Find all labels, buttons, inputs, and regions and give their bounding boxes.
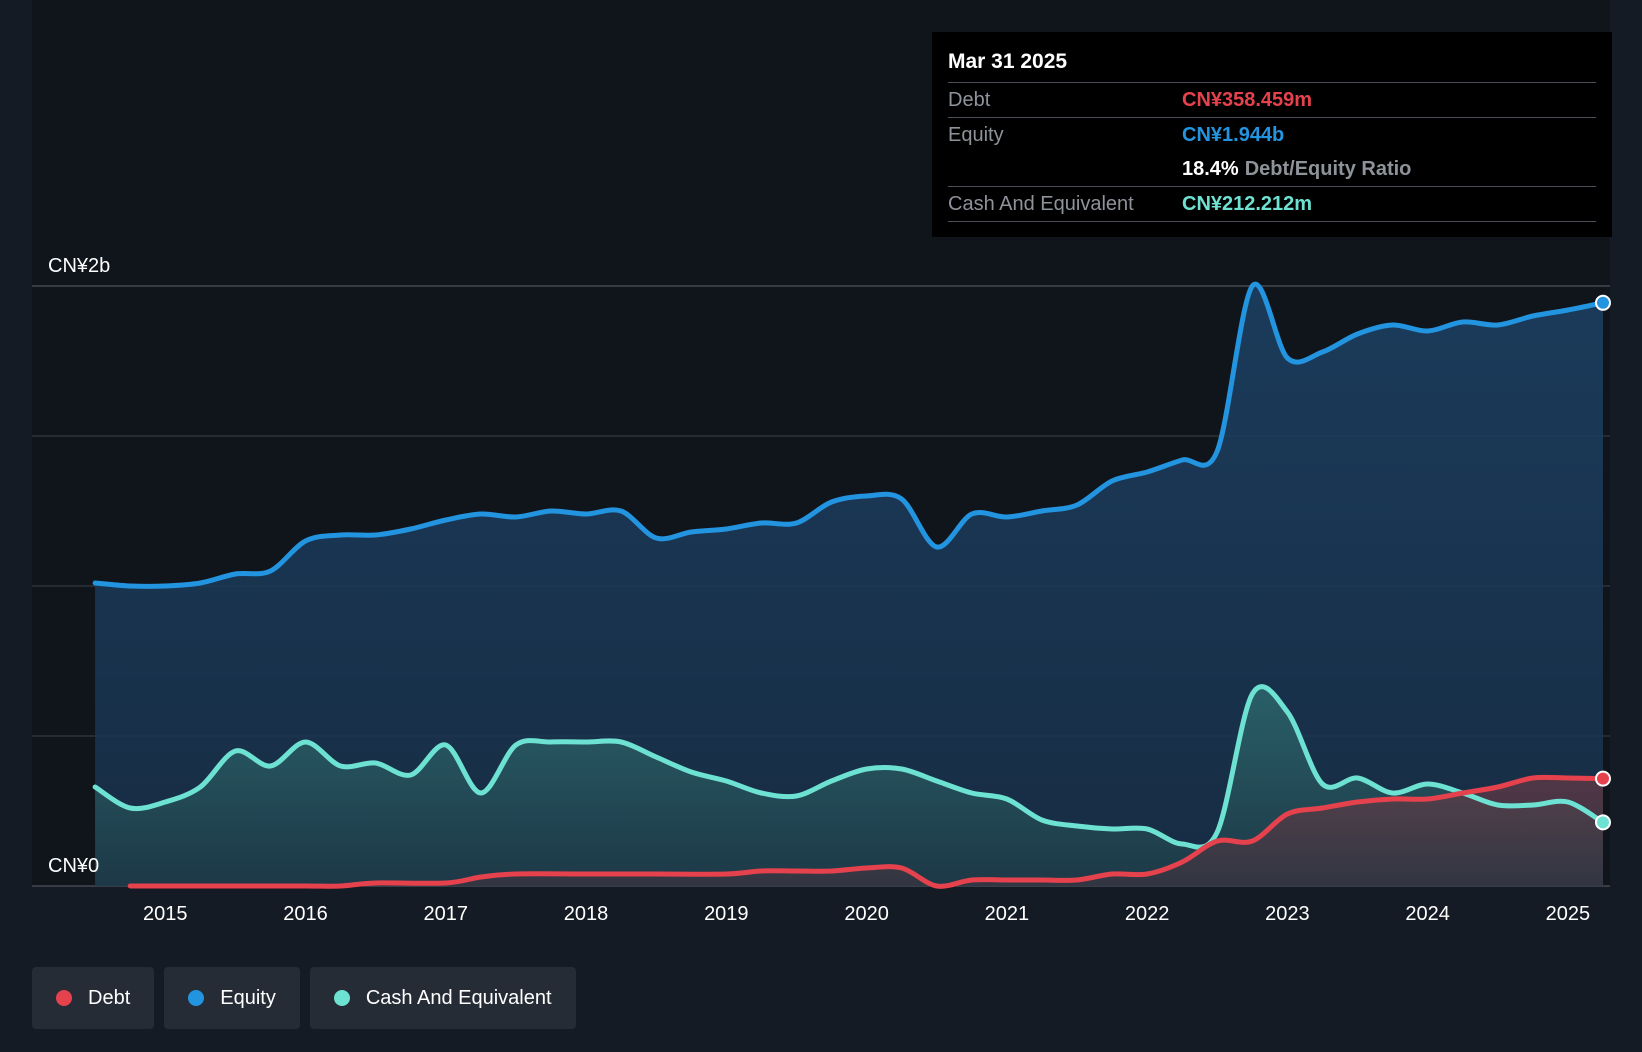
y-axis-labels: CN¥2b CN¥0 (48, 255, 110, 877)
tooltip-ratio-row: 18.4% Debt/Equity Ratio (948, 152, 1596, 187)
legend-label-debt: Debt (88, 986, 131, 1009)
tooltip-cash-label: Cash And Equivalent (948, 192, 1134, 215)
series-lines (92, 281, 1606, 889)
x-axis-labels: 2015 2016 2017 2018 2019 2020 2021 2022 2023 2024… (143, 903, 1590, 925)
cash-area (95, 686, 1603, 886)
x-tick-label: 2019 (704, 903, 749, 925)
tooltip-ratio-value: 18.4% (1182, 157, 1239, 180)
debt-line (127, 774, 1606, 889)
equity-area (95, 284, 1603, 886)
equity-line (92, 281, 1606, 589)
tooltip-panel: Mar 31 2025 Debt CN¥358.459m Equity CN¥1… (932, 32, 1612, 237)
tooltip-equity-value: CN¥1.944b (1182, 123, 1285, 146)
x-tick-label: 2016 (283, 903, 328, 925)
series-areas (95, 284, 1603, 887)
x-tick-label: 2017 (424, 903, 469, 925)
legend-item-debt[interactable]: Debt (32, 967, 155, 1029)
x-tick-label: 2021 (985, 903, 1030, 925)
tooltip-debt-row: Debt CN¥358.459m (948, 83, 1596, 118)
tooltip-equity-label: Equity (948, 123, 1004, 146)
equity-end-marker (1594, 294, 1611, 311)
x-tick-label: 2020 (844, 903, 889, 925)
y-tick-label: CN¥0 (48, 855, 99, 877)
x-tick-label: 2024 (1405, 903, 1450, 925)
tooltip-ratio-label: Debt/Equity Ratio (1244, 157, 1412, 180)
tooltip-equity-row: Equity CN¥1.944b (948, 118, 1596, 152)
legend-item-cash[interactable]: Cash And Equivalent (309, 967, 576, 1029)
legend-item-equity[interactable]: Equity (164, 967, 300, 1029)
x-tick-label: 2025 (1546, 903, 1591, 925)
equity-dot-icon (188, 990, 205, 1006)
cash-dot-icon (333, 990, 350, 1006)
end-markers (1594, 294, 1611, 831)
tooltip-date: Mar 31 2025 (948, 32, 1596, 83)
cash-end-marker (1594, 814, 1611, 831)
x-tick-label: 2015 (143, 903, 188, 925)
y-tick-label: CN¥2b (48, 255, 110, 277)
debt-end-marker (1594, 770, 1611, 787)
tooltip-cash-value: CN¥212.212m (1182, 192, 1313, 215)
x-tick-label: 2023 (1265, 903, 1310, 925)
legend-label-cash: Cash And Equivalent (365, 986, 552, 1009)
debt-area (130, 777, 1603, 887)
tooltip-cash-row: Cash And Equivalent CN¥212.212m (948, 187, 1596, 222)
debt-dot-icon (56, 990, 72, 1006)
legend-label-equity: Equity (220, 986, 276, 1009)
x-tick-label: 2022 (1125, 903, 1170, 925)
tooltip-debt-value: CN¥358.459m (1182, 88, 1313, 111)
x-tick-label: 2018 (564, 903, 609, 925)
legend: Debt Equity Cash And Equivalent (32, 967, 576, 1029)
tooltip-debt-label: Debt (948, 88, 991, 111)
cash-line (92, 684, 1606, 850)
